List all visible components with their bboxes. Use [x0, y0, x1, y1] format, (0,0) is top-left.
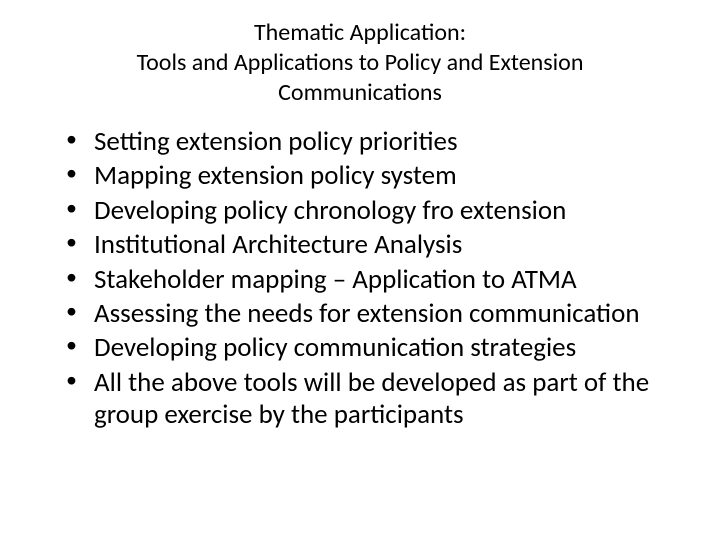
bullet-text: Developing policy communication strategi… — [94, 331, 576, 364]
list-item: Mapping extension policy system — [66, 160, 690, 192]
bullet-text: Stakeholder mapping – Application to ATM… — [94, 263, 577, 296]
list-item: Setting extension policy priorities — [66, 126, 690, 158]
bullet-text: Institutional Architecture Analysis — [94, 228, 462, 261]
bullet-list: Setting extension policy priorities Mapp… — [30, 126, 690, 432]
list-item: Institutional Architecture Analysis — [66, 229, 690, 261]
slide-title: Thematic Application: Tools and Applicat… — [30, 18, 690, 108]
bullet-text: Setting extension policy priorities — [94, 125, 458, 158]
bullet-text: Developing policy chronology fro extensi… — [94, 194, 566, 227]
list-item: Assessing the needs for extension commun… — [66, 298, 690, 330]
title-line-1: Thematic Application: — [254, 18, 466, 47]
list-item: All the above tools will be developed as… — [66, 367, 690, 432]
list-item: Stakeholder mapping – Application to ATM… — [66, 264, 690, 296]
list-item: Developing policy chronology fro extensi… — [66, 195, 690, 227]
list-item: Developing policy communication strategi… — [66, 332, 690, 364]
bullet-text: Mapping extension policy system — [94, 159, 457, 192]
title-line-2: Tools and Applications to Policy and Ext… — [137, 48, 584, 77]
title-line-3: Communications — [278, 78, 442, 107]
bullet-text: All the above tools will be developed as… — [94, 366, 649, 431]
bullet-text: Assessing the needs for extension commun… — [94, 297, 640, 330]
